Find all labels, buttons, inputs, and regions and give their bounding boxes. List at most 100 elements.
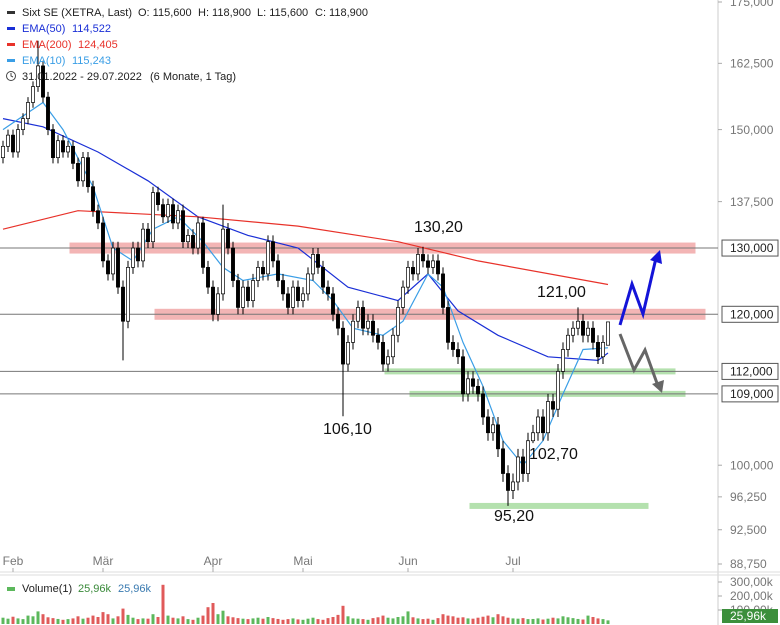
volume-bar — [551, 617, 555, 624]
y-tick-label: 88,750 — [730, 557, 767, 571]
volume-bar — [231, 617, 235, 624]
level-label-box — [721, 239, 779, 257]
volume-bar — [576, 618, 580, 624]
volume-bar — [291, 618, 295, 624]
volume-bar — [111, 618, 115, 624]
x-tick-label: Jul — [505, 554, 520, 568]
y-tick-label: 137,500 — [730, 195, 774, 209]
volume-bar — [386, 617, 390, 624]
arrowhead — [652, 380, 664, 393]
candle-body — [236, 280, 240, 308]
volume-bar — [56, 618, 60, 624]
candle-body — [251, 280, 255, 301]
volume-bar — [71, 618, 75, 624]
candle-body — [136, 247, 140, 262]
candle-body — [156, 192, 160, 205]
candle-body — [536, 416, 540, 434]
candle-body — [276, 260, 280, 281]
candle-body — [446, 307, 450, 343]
volume-bar — [546, 618, 550, 624]
volume-bar — [301, 619, 305, 624]
volume-bar — [456, 617, 460, 624]
candle-body — [151, 192, 155, 243]
candle-body — [356, 307, 360, 322]
annotation: 121,00 — [537, 284, 586, 301]
ema-line — [2, 210, 609, 286]
volume-bar — [321, 619, 325, 624]
level-label: 130,000 — [730, 241, 774, 255]
candle-body — [96, 210, 100, 224]
candle-body — [441, 273, 445, 308]
candle-body — [281, 280, 285, 295]
volume-bar — [501, 616, 505, 624]
candle-body — [161, 204, 165, 218]
volume-bar — [6, 618, 10, 624]
candle-body — [1, 145, 5, 159]
volume-bar — [491, 617, 495, 624]
volume-bar — [521, 618, 525, 624]
volume-bar — [46, 617, 50, 624]
volume-bar — [371, 618, 375, 624]
candle-body — [186, 235, 190, 243]
volume-bar — [486, 615, 490, 624]
candle-body — [516, 456, 520, 483]
candle-body — [226, 228, 230, 249]
volume-bar — [401, 616, 405, 624]
candle-body — [461, 356, 465, 395]
candle-body — [296, 286, 300, 301]
candle-body — [56, 140, 60, 159]
level-label: 112,000 — [730, 365, 773, 379]
volume-bar — [441, 614, 445, 624]
volume-bar — [211, 603, 215, 624]
candle-body — [366, 320, 370, 329]
volume-bar — [476, 617, 480, 624]
annotation: 130,20 — [414, 219, 463, 236]
volume-bar — [146, 618, 150, 624]
volume-bar — [201, 615, 205, 624]
candle-body — [486, 416, 490, 434]
candle-body — [466, 378, 470, 395]
candle-body — [326, 286, 330, 295]
volume-bar — [276, 618, 280, 624]
candle-body — [316, 254, 320, 268]
volume-bar — [36, 611, 40, 624]
candle-body — [386, 356, 390, 365]
volume-bar — [241, 618, 245, 624]
candle-body — [471, 378, 475, 387]
ohlc: H: 118,900 — [198, 7, 251, 19]
volume-bar — [61, 619, 65, 624]
last-volume-box — [722, 609, 778, 623]
candle-body — [261, 267, 265, 275]
candle-body — [26, 102, 30, 119]
legend-icon — [7, 587, 15, 591]
candle-body — [121, 286, 125, 322]
volume-bar — [1, 617, 5, 624]
volume-bar — [536, 618, 540, 624]
axes: 88,750 92,500 96,250 100,000 137,500 150,000 1… — [3, 0, 774, 572]
volume-bar — [216, 614, 220, 624]
annotation: 102,70 — [529, 446, 578, 463]
candle-body — [21, 118, 25, 130]
candle-body — [581, 320, 585, 336]
volume-bar — [21, 619, 25, 624]
legend-name: EMA(10) — [22, 55, 65, 67]
candle-body — [66, 145, 70, 153]
volume-bar — [406, 611, 410, 624]
candle-body — [36, 65, 40, 87]
legend-value: 114,522 — [72, 23, 111, 35]
volume-bar — [526, 619, 530, 624]
candle-body — [221, 228, 225, 295]
volume-bar — [41, 614, 45, 624]
volume-bar — [251, 618, 255, 624]
volume-bar — [261, 618, 265, 624]
candle-body — [126, 267, 130, 322]
volume-bar — [331, 617, 335, 624]
candle-body — [451, 342, 455, 350]
volume-bar — [316, 619, 320, 624]
ohlc: L: 115,600 — [257, 7, 308, 19]
volume-bar — [141, 618, 145, 624]
volume-bar — [596, 618, 600, 624]
volume-bar — [381, 615, 385, 624]
candles — [1, 40, 610, 506]
